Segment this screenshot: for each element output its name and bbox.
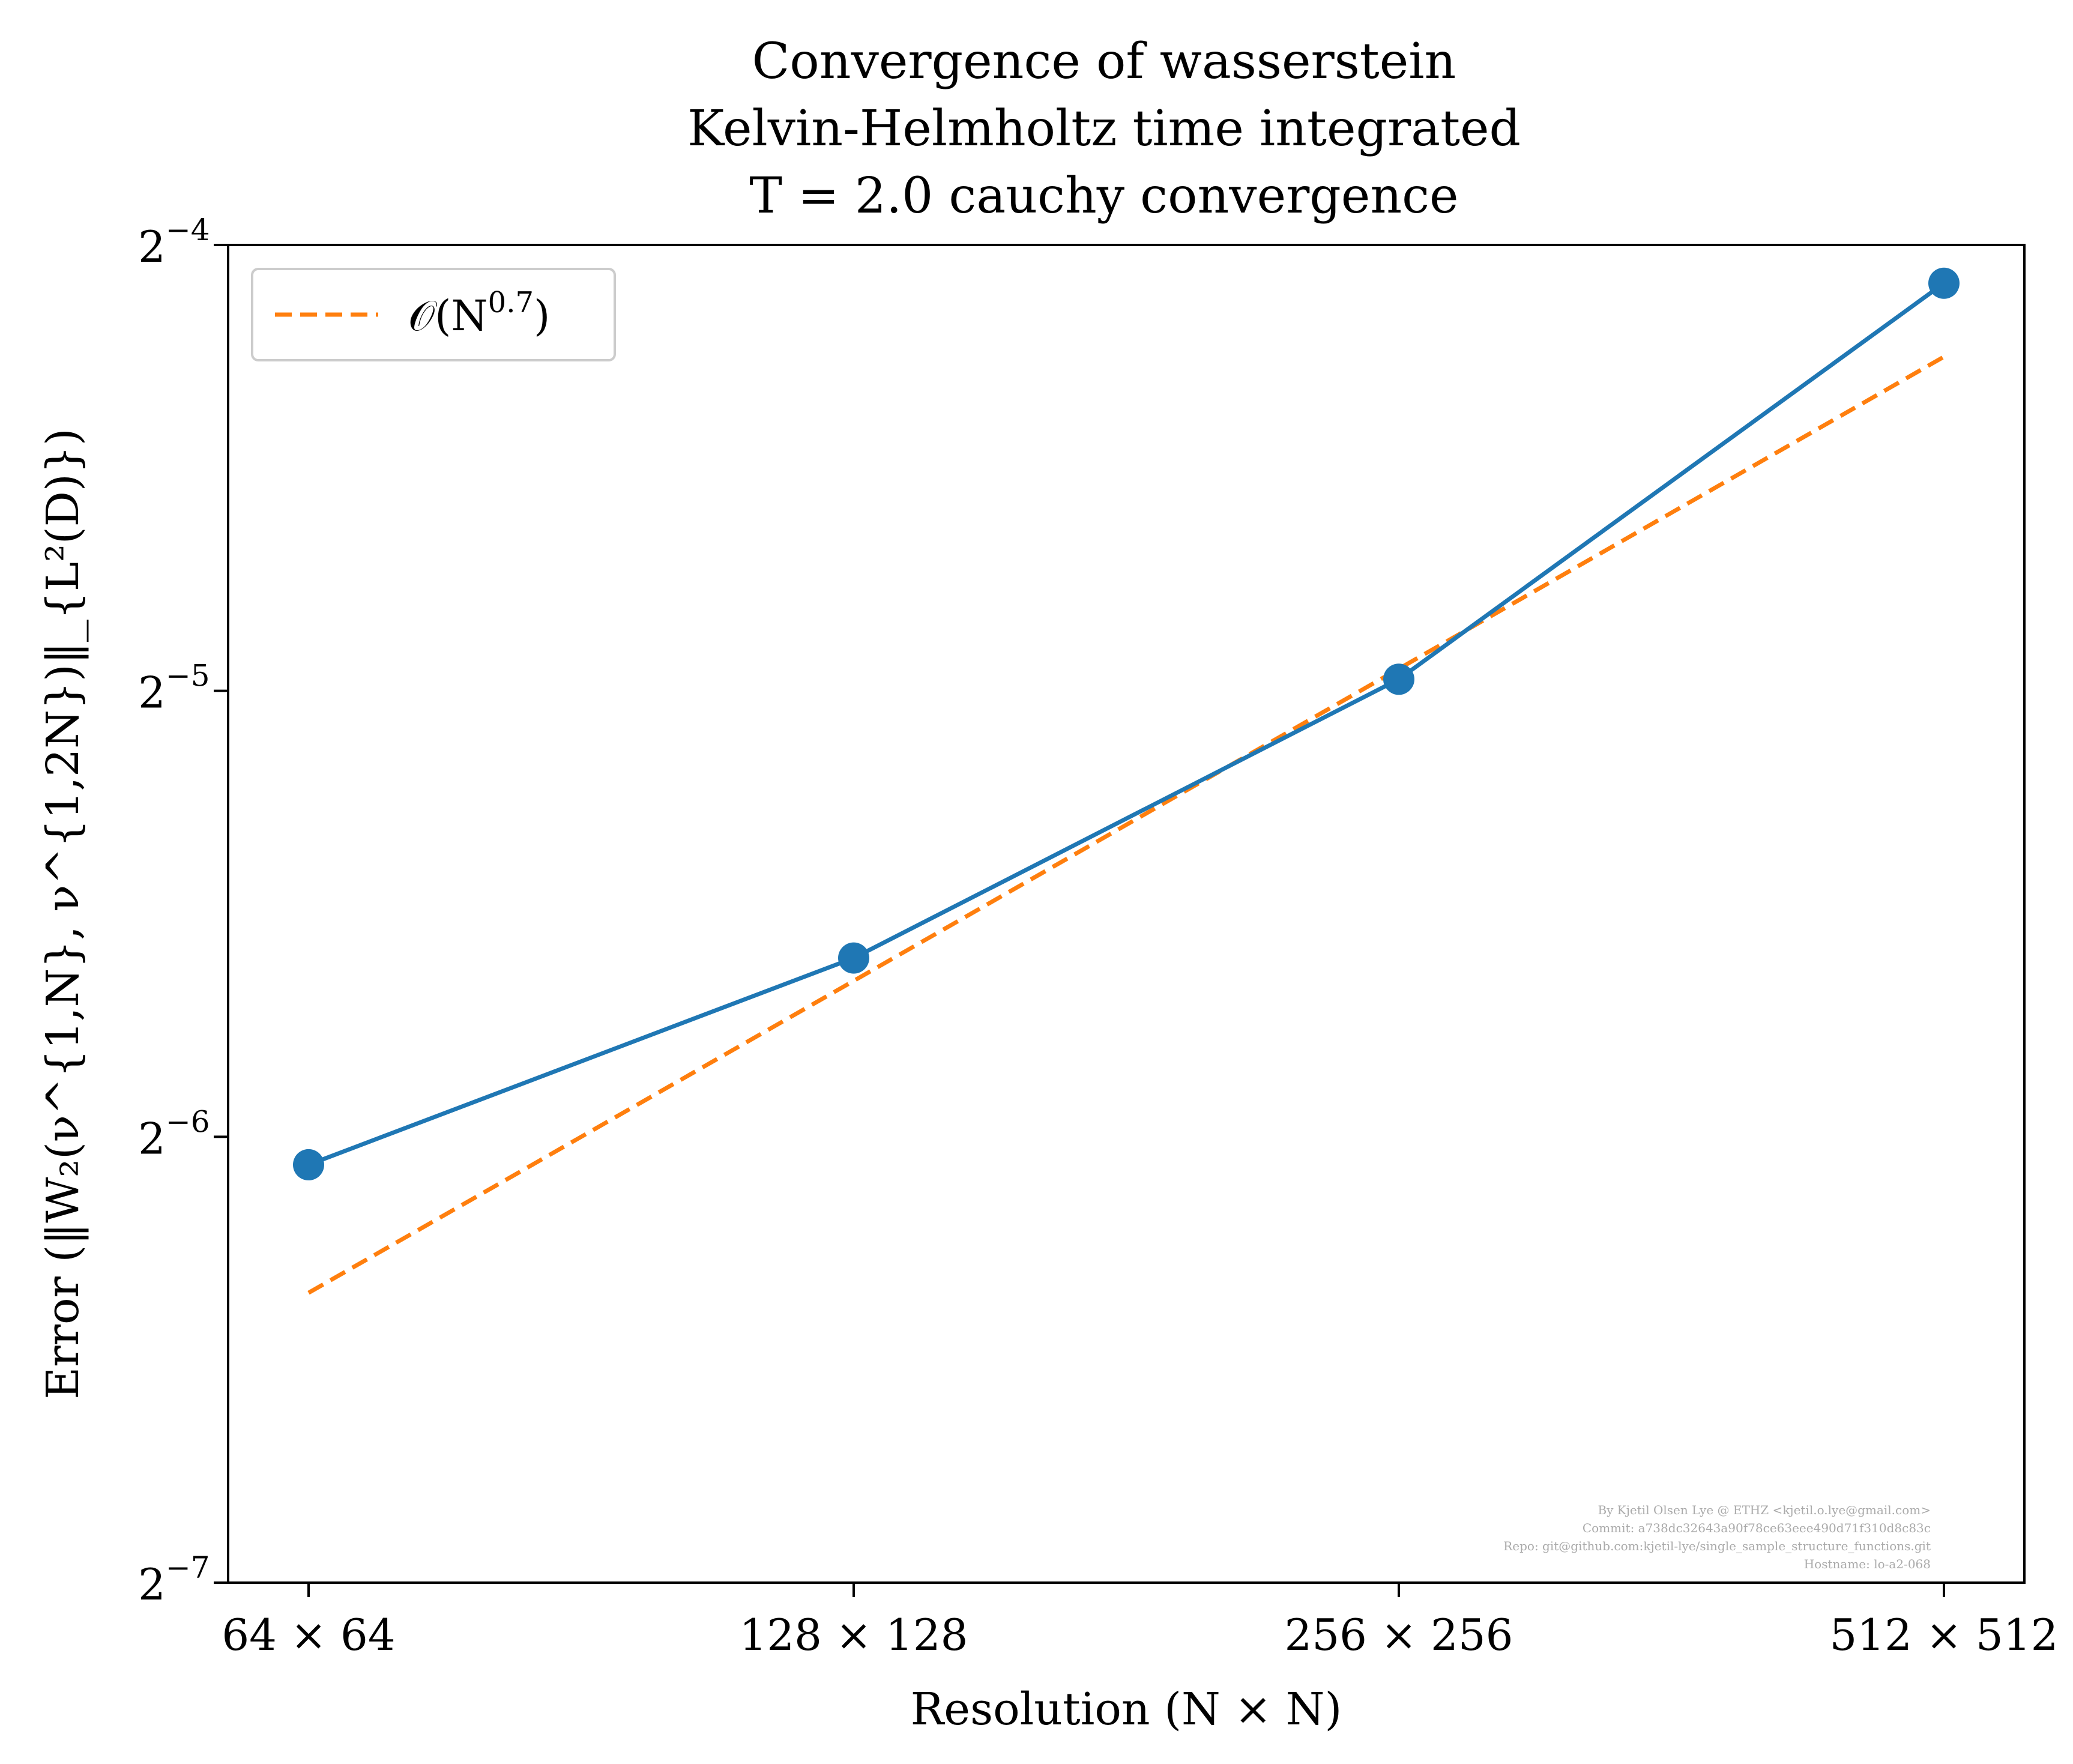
y-axis-label: Error (‖W₂(ν^{1,N}, ν^{1,2N})‖_{L²(D)})	[37, 428, 89, 1400]
footer-line-4: Hostname: lo-a2-068	[1804, 1557, 1931, 1571]
x-axis-ticks: 64 × 64 128 × 128 256 × 256 512 × 512	[222, 1583, 2058, 1660]
x-tick-label: 256 × 256	[1285, 1610, 1513, 1660]
footer-metadata: By Kjetil Olsen Lye @ ETHZ <kjetil.o.lye…	[1503, 1503, 1931, 1571]
error-line-series	[307, 281, 1946, 1167]
y-axis-ticks: 2−4 2−5 2−6 2−7	[138, 213, 228, 1610]
legend-label: 𝒪(N0.7)	[408, 286, 550, 340]
footer-line-3: Repo: git@github.com:kjetil-lye/single_s…	[1503, 1539, 1931, 1553]
data-point	[1928, 267, 1960, 299]
chart-subtitle-2: T = 2.0 cauchy convergence	[749, 168, 1458, 225]
y-tick-label: 2−7	[138, 1550, 210, 1610]
legend: 𝒪(N0.7)	[251, 268, 616, 361]
footer-line-1: By Kjetil Olsen Lye @ ETHZ <kjetil.o.lye…	[1598, 1503, 1931, 1517]
footer-line-2: Commit: a738dc32643a90f78ce63eee490d71f3…	[1583, 1521, 1931, 1535]
legend-box	[251, 268, 616, 361]
x-axis-label: Resolution (N × N)	[911, 1684, 1342, 1735]
y-tick-label: 2−6	[138, 1104, 210, 1164]
legend-label-main: 𝒪(N	[408, 291, 488, 340]
y-tick-label: 2−5	[138, 659, 210, 718]
fit-line-series	[307, 355, 1945, 1295]
data-point	[838, 942, 869, 974]
x-tick-label: 512 × 512	[1830, 1610, 2059, 1660]
data-point	[1383, 663, 1414, 695]
series-layer	[293, 267, 1960, 1295]
y-tick-label: 2−4	[138, 213, 210, 272]
data-point	[293, 1149, 324, 1180]
chart-title: Convergence of wasserstein	[752, 33, 1456, 90]
plot-frame	[227, 244, 2026, 1584]
x-tick-label: 128 × 128	[740, 1610, 968, 1660]
legend-label-end: )	[534, 291, 550, 340]
x-tick-label: 64 × 64	[222, 1610, 395, 1660]
chart-subtitle-1: Kelvin-Helmholtz time integrated	[687, 100, 1521, 157]
legend-label-sup: 0.7	[488, 286, 534, 319]
